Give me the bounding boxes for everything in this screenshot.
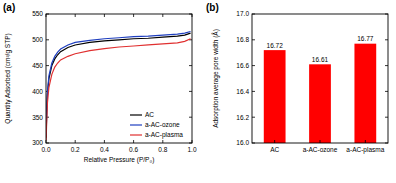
x-axis-title: Relative Pressure (P/P₀) — [84, 156, 155, 164]
x-tick-label: 0.2 — [71, 146, 80, 153]
panel-title: (b) — [206, 2, 219, 13]
legend-swatch — [130, 134, 142, 135]
y-tick-label: 16.0 — [236, 139, 249, 146]
x-tick-label: a-AC-ozone — [303, 146, 338, 153]
y-tick-label: 17.0 — [236, 10, 249, 17]
x-tick-label: 0.6 — [129, 146, 138, 153]
figure: (a)Quantity Adsorbed (cm³/g STP)30035040… — [0, 0, 396, 183]
data-label: 16.77 — [357, 35, 374, 42]
panel: (b) Adsorption average pore width (Å) 16.0… — [206, 2, 388, 154]
legend-label: AC — [145, 111, 154, 118]
x-tick-label: a-AC-plasma — [346, 146, 384, 154]
plot-area — [264, 44, 376, 143]
y-tick-label: 400 — [32, 88, 43, 95]
plot-area — [46, 32, 190, 141]
panel-title: (a) — [3, 2, 15, 13]
y-tick-label: 16.6 — [236, 62, 249, 69]
bar — [309, 64, 331, 143]
data-label: 16.72 — [267, 42, 284, 49]
x-tick-label: 0.0 — [41, 146, 50, 153]
y-tick — [385, 91, 388, 92]
y-tick-label: 16.4 — [236, 88, 249, 95]
series-line — [46, 33, 190, 138]
plot-frame — [252, 14, 388, 143]
panel: (a)Quantity Adsorbed (cm³/g STP)30035040… — [3, 2, 197, 164]
x-tick-label: 1.0 — [187, 146, 196, 153]
x-tick-label: 0.8 — [158, 146, 167, 153]
legend: AC a-AC-ozone a-AC-plasma — [130, 111, 183, 139]
y-tick-label: 500 — [32, 36, 43, 43]
legend-label: a-AC-ozone — [145, 121, 180, 128]
plot-frame — [46, 14, 192, 143]
y-axis-title: Adsorption average pore width (Å) — [211, 29, 220, 128]
y-tick — [385, 65, 388, 66]
data-label: 16.61 — [312, 56, 329, 63]
y-tick-label: 550 — [32, 10, 43, 17]
x-tick-label: AC — [270, 146, 279, 153]
y-tick — [385, 39, 388, 40]
y-tick-label: 16.8 — [236, 36, 249, 43]
legend-swatch — [130, 114, 142, 115]
legend-label: a-AC-plasma — [145, 131, 183, 139]
series-line — [46, 39, 190, 141]
bar — [264, 50, 286, 143]
y-tick-label: 450 — [32, 62, 43, 69]
x-tick-label: 0.4 — [100, 146, 109, 153]
bar — [354, 44, 376, 143]
legend-swatch — [130, 124, 142, 125]
y-tick-label: 350 — [32, 114, 43, 121]
y-tick-label: 16.2 — [236, 114, 249, 121]
y-axis-title: Quantity Adsorbed (cm³/g STP) — [4, 33, 12, 123]
y-tick — [385, 117, 388, 118]
